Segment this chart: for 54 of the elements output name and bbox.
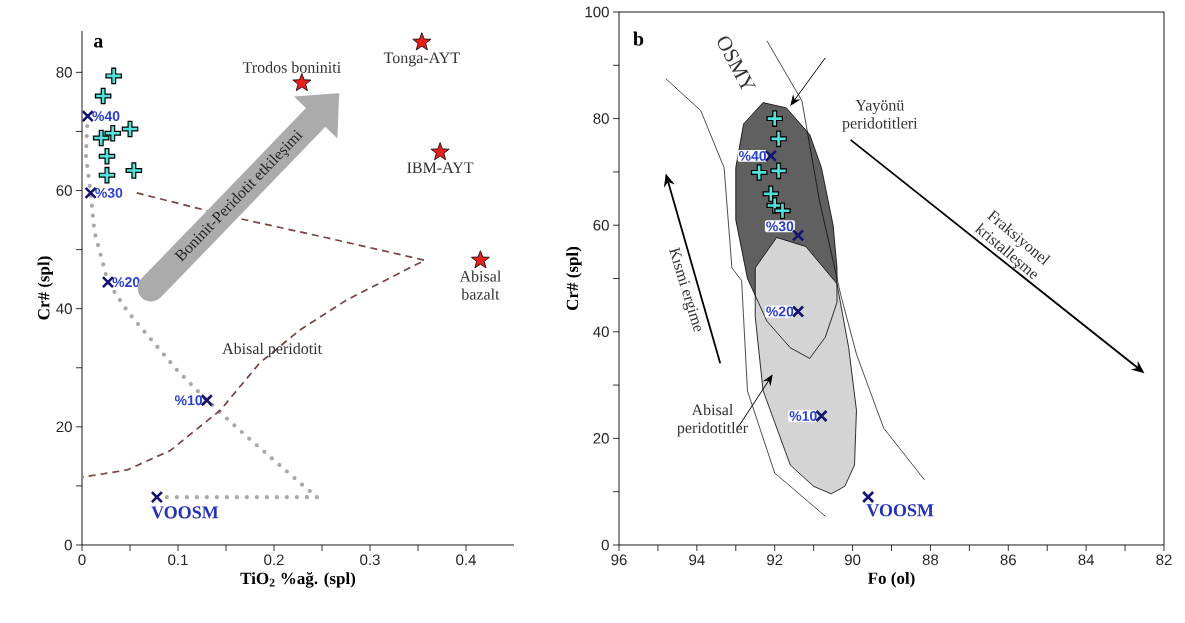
y-tick-label: 20 xyxy=(56,421,72,433)
annotation: %10 xyxy=(789,411,817,421)
x-axis-title: Fo (ol) xyxy=(867,572,915,588)
x-tick-label: 0.4 xyxy=(456,554,476,566)
annotation: Yayönü peridotitleri xyxy=(842,99,918,132)
x-tick-label: 0.2 xyxy=(264,554,284,566)
x-tick-label: 84 xyxy=(1078,554,1095,566)
y-tick-label: 20 xyxy=(593,433,609,444)
y-tick-label: 40 xyxy=(593,326,609,338)
annotation: %40 xyxy=(92,111,120,122)
y-tick-label: 80 xyxy=(593,113,609,124)
x-tick-label: 92 xyxy=(767,554,783,566)
y-axis-title: Cr# (spl) xyxy=(37,256,53,320)
point xyxy=(861,490,875,504)
annotation: Abisal bazalt xyxy=(459,270,501,300)
annotation: VOOSM xyxy=(866,504,934,517)
point xyxy=(412,32,432,51)
annotation: VOOSM xyxy=(151,506,219,519)
annotation: %40 xyxy=(738,150,767,161)
annotation: IBM-AYT xyxy=(407,162,474,173)
x-tick-label: 0.1 xyxy=(168,554,188,566)
annotation: Tonga-AYT xyxy=(383,52,460,67)
x-axis-title: TiO$_{2}$ %ağ. (spl) xyxy=(240,572,356,588)
y-tick-label: 80 xyxy=(56,67,72,78)
annotation: Trodos boniniti xyxy=(242,61,341,73)
y-tick-label: 0 xyxy=(601,539,609,551)
annotation: %20 xyxy=(766,306,794,317)
y-tick-label: 60 xyxy=(56,185,72,196)
y-tick-label: 100 xyxy=(585,6,609,18)
y-tick-label: 60 xyxy=(593,219,609,231)
annotation: Abisal peridotit xyxy=(222,342,322,358)
point xyxy=(430,142,450,161)
annotation: %30 xyxy=(766,221,794,232)
annotation: %10 xyxy=(174,395,203,406)
x-tick-label: 0 xyxy=(78,554,86,566)
point xyxy=(470,250,490,269)
x-tick-label: 90 xyxy=(844,554,861,566)
point xyxy=(150,490,164,504)
x-tick-label: 82 xyxy=(1156,554,1172,566)
x-tick-label: 94 xyxy=(689,554,705,566)
annotation: %20 xyxy=(112,277,140,288)
x-tick-label: 96 xyxy=(611,554,627,566)
annotation: Abisal peridotitler xyxy=(677,404,748,437)
y-tick-label: 40 xyxy=(56,303,72,314)
annotation: %30 xyxy=(95,187,123,198)
annotation: Kısmi ergime xyxy=(669,246,701,333)
point xyxy=(292,73,312,92)
x-tick-label: 86 xyxy=(1000,554,1016,566)
y-axis-title: Cr# (spl) xyxy=(566,246,582,310)
y-tick-label: 0 xyxy=(64,539,72,551)
x-tick-label: 0.3 xyxy=(360,554,380,566)
annotation: b xyxy=(633,31,644,46)
annotation: a xyxy=(93,38,104,48)
x-tick-label: 88 xyxy=(922,554,939,566)
